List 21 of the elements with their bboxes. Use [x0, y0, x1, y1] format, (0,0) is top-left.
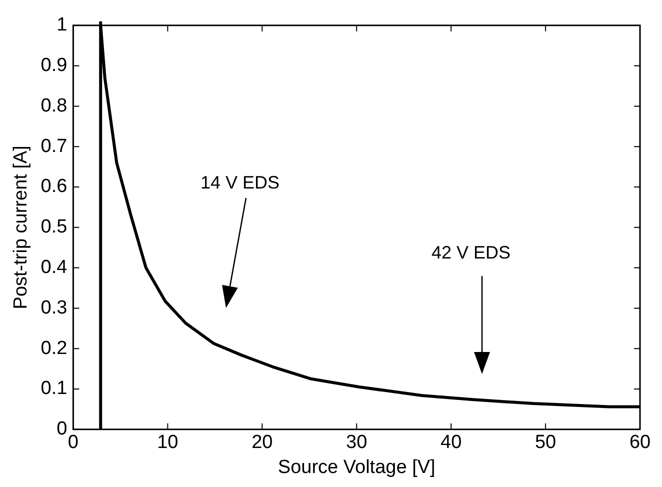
y-tick-label: 0 [56, 418, 68, 440]
y-tick-label: 0.2 [40, 338, 68, 359]
y-tick-label: 0.9 [40, 55, 68, 76]
x-tick-label: 30 [346, 432, 368, 454]
x-tick-label: 20 [252, 432, 273, 454]
y-tick-label: 0.3 [40, 297, 68, 318]
x-axis-title: Source Voltage [V] [278, 456, 436, 478]
x-tick-label: 50 [534, 432, 556, 454]
y-axis-title: Post-trip current [A] [10, 146, 32, 310]
x-tick-label: 10 [157, 432, 178, 454]
y-tick-label: 1 [56, 14, 68, 36]
y-tick-label: 0.7 [40, 136, 68, 157]
y-tick-label: 0.5 [40, 216, 68, 238]
y-tick-label: 0.1 [40, 378, 68, 400]
y-tick-label: 0.6 [40, 176, 68, 198]
annotation: 42 V EDS [431, 242, 511, 264]
x-tick-label: 60 [629, 432, 651, 454]
y-tick-label: 0.8 [40, 95, 68, 116]
annotation: 14 V EDS [200, 172, 280, 194]
x-tick-label: 40 [440, 432, 462, 454]
y-tick-label: 0.4 [40, 257, 68, 278]
